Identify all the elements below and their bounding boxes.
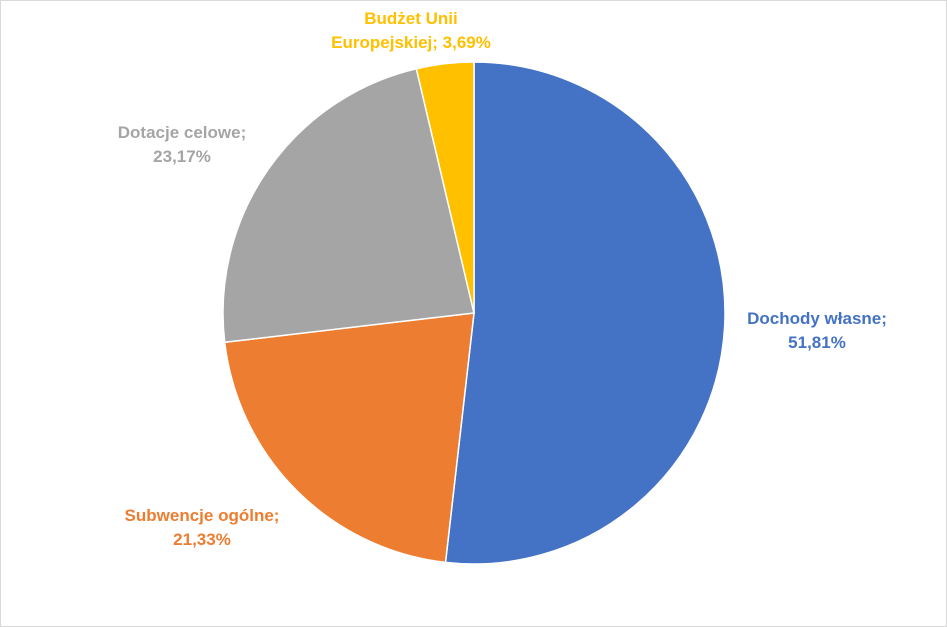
data-label-subwencje-ogolne-line1: Subwencje ogólne;	[124, 506, 280, 525]
data-label-dochody-wlasne-line1: Dochody własne;	[747, 309, 887, 328]
data-label-budzet-unii-europejskiej: Budżet Unii Europejskiej; 3,69%	[301, 7, 521, 55]
data-label-dochody-wlasne: Dochody własne; 51,81%	[727, 307, 907, 355]
data-label-subwencje-ogolne: Subwencje ogólne; 21,33%	[107, 504, 297, 552]
data-label-subwencje-ogolne-line2: 21,33%	[173, 530, 231, 549]
data-label-dotacje-celowe-line1: Dotacje celowe;	[117, 123, 247, 142]
pie-slice-dotacje-celowe	[222, 67, 475, 344]
data-label-dotacje-celowe-line2: 23,17%	[153, 147, 211, 166]
pie-slice-budzet-unii-europejskiej	[415, 61, 475, 314]
pie-slice-dochody-wlasne	[444, 61, 726, 565]
data-label-dotacje-celowe: Dotacje celowe; 23,17%	[91, 121, 273, 169]
pie-slice-subwencje-ogolne	[223, 312, 475, 564]
data-label-budzet-unii-line1: Budżet Unii	[364, 9, 458, 28]
data-label-dochody-wlasne-line2: 51,81%	[788, 333, 846, 352]
data-label-budzet-unii-line2: Europejskiej; 3,69%	[331, 33, 491, 52]
